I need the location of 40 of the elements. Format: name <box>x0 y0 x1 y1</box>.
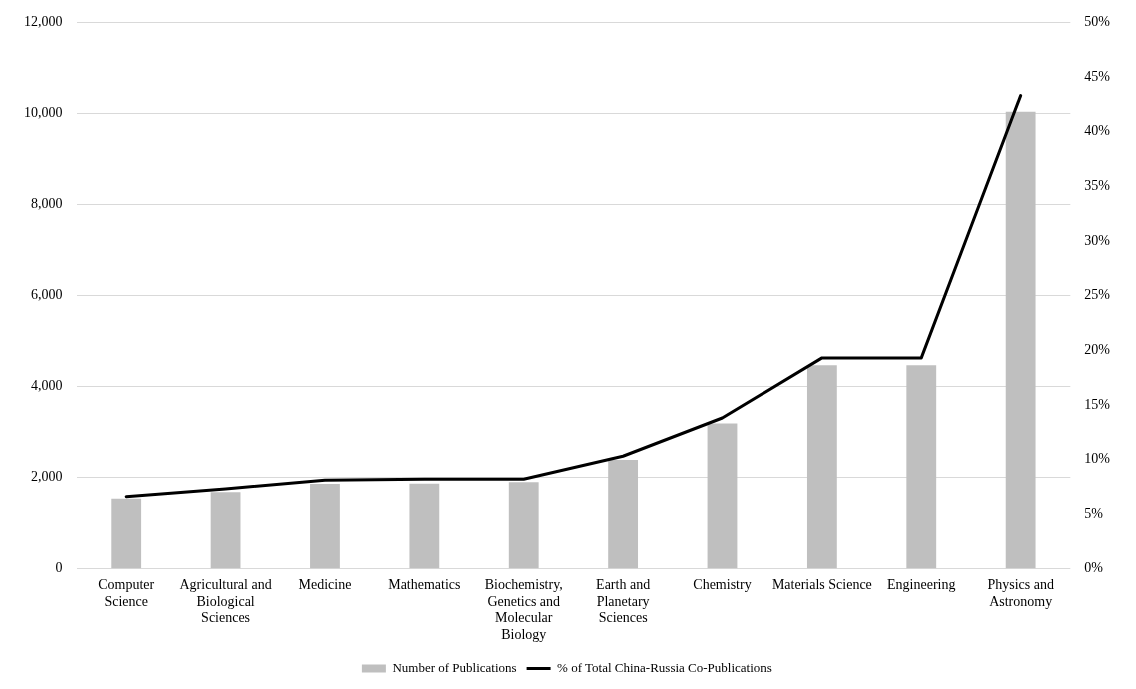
y-tick-label: 12,000 <box>24 14 63 30</box>
x-tick-label: Computer Science <box>98 576 155 609</box>
bar <box>111 498 142 569</box>
y-tick-label: 2,000 <box>31 469 63 485</box>
x-tick-label: Biochemistry, Genetics and Molecular Biology <box>484 576 563 643</box>
legend-label: Number of Publications <box>392 659 517 675</box>
bar <box>806 365 837 569</box>
bar <box>210 492 241 569</box>
y2-tick-label: 45% <box>1084 68 1111 84</box>
bar <box>1005 111 1036 569</box>
y2-tick-label: 5% <box>1084 505 1104 521</box>
y-tick-label: 10,000 <box>24 105 63 121</box>
bar <box>409 483 440 569</box>
x-tick-label: Chemistry <box>693 576 752 592</box>
x-tick-label: Engineering <box>887 576 956 592</box>
y2-tick-label: 0% <box>1084 560 1104 576</box>
y2-tick-label: 15% <box>1084 396 1111 412</box>
y-tick-label: 8,000 <box>31 196 63 212</box>
y-tick-label: 0 <box>55 560 63 576</box>
y2-tick-label: 30% <box>1084 232 1111 248</box>
x-tick-label: Mathematics <box>388 576 461 592</box>
y2-tick-label: 10% <box>1084 451 1111 467</box>
y2-tick-label: 20% <box>1084 341 1111 357</box>
y2-tick-label: 35% <box>1084 177 1111 193</box>
legend-label: % of Total China-Russia Co-Publications <box>557 659 772 675</box>
bar <box>608 459 639 569</box>
y-tick-label: 6,000 <box>31 287 63 303</box>
y-tick-label: 4,000 <box>31 378 63 394</box>
bar <box>906 365 937 569</box>
x-tick-label: Agricultural and Biological Sciences <box>179 576 272 626</box>
x-tick-label: Materials Science <box>771 576 872 592</box>
x-tick-label: Earth and Planetary Sciences <box>596 576 651 626</box>
x-tick-label: Medicine <box>298 576 352 592</box>
bar <box>707 423 738 569</box>
y2-tick-label: 50% <box>1084 14 1111 30</box>
x-tick-label: Physics and Astronomy <box>987 576 1054 609</box>
bar <box>508 482 539 569</box>
bar <box>310 484 340 569</box>
y2-tick-label: 25% <box>1084 287 1111 303</box>
y2-tick-label: 40% <box>1084 123 1111 139</box>
